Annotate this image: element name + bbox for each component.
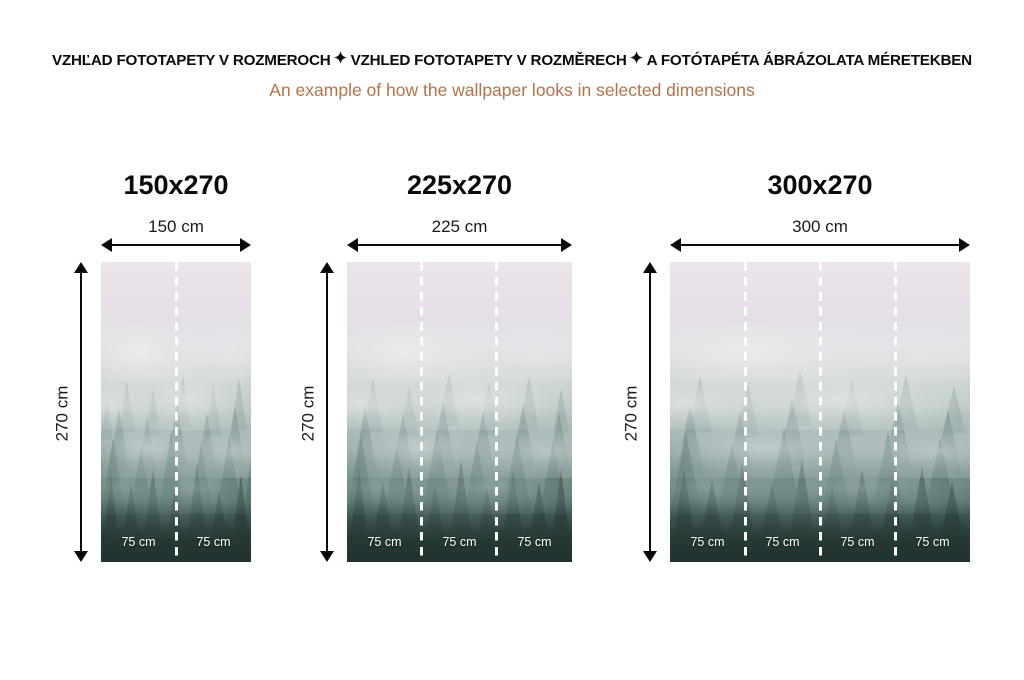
title-segment-hu: A FOTÓTAPÉTA ÁBRÁZOLATA MÉRETEKBEN — [646, 52, 973, 69]
page-subtitle: An example of how the wallpaper looks in… — [269, 80, 755, 100]
arrow-head-left-icon — [670, 238, 681, 252]
arrow-shaft — [649, 270, 651, 554]
title-segment-cz: VZHLED FOTOTAPETY V ROZMĚRECH — [350, 52, 627, 69]
arrow-shaft — [326, 270, 328, 554]
arrow-head-right-icon — [240, 238, 251, 252]
wallpaper-preview-300x270[interactable]: 75 cm 75 cm 75 cm 75 cm — [670, 262, 970, 562]
arrow-shaft — [355, 244, 564, 246]
arrow-shaft — [109, 244, 243, 246]
width-dimension-arrow-150 — [101, 238, 251, 252]
strip-label: 75 cm — [367, 534, 402, 549]
arrow-head-down-icon — [74, 551, 88, 562]
strip-label: 75 cm — [840, 534, 875, 549]
panel-title-300x270: 300x270 — [767, 170, 873, 200]
height-dimension-arrow-270-p3 — [643, 262, 657, 562]
panel-height-label-270-p3: 270 cm — [621, 385, 641, 442]
strip-label: 75 cm — [690, 534, 725, 549]
arrow-head-up-icon — [643, 262, 657, 273]
strip-seam-line — [174, 262, 178, 562]
arrow-head-up-icon — [320, 262, 334, 273]
strip-seam-line — [743, 262, 747, 562]
strip-label: 75 cm — [196, 534, 231, 549]
title-segment-sk: VZHĽAD FOTOTAPETY V ROZMEROCH — [52, 52, 331, 69]
width-dimension-arrow-225 — [347, 238, 572, 252]
panel-height-label-270-p2: 270 cm — [298, 385, 318, 442]
height-dimension-arrow-270-p1 — [74, 262, 88, 562]
panel-title-150x270: 150x270 — [123, 170, 229, 200]
strip-label: 75 cm — [915, 534, 950, 549]
arrow-head-right-icon — [959, 238, 970, 252]
four-pointed-star-icon — [331, 51, 351, 65]
strip-label: 75 cm — [517, 534, 552, 549]
strip-label: 75 cm — [442, 534, 477, 549]
panel-width-label-300: 300 cm — [792, 217, 848, 236]
width-dimension-arrow-300 — [670, 238, 970, 252]
arrow-head-left-icon — [101, 238, 112, 252]
arrow-head-right-icon — [561, 238, 572, 252]
wallpaper-preview-150x270[interactable]: 75 cm 75 cm — [101, 262, 251, 562]
four-pointed-star-icon-2 — [627, 51, 647, 65]
strip-seam-line — [495, 262, 499, 562]
wallpaper-preview-225x270[interactable]: 75 cm 75 cm 75 cm — [347, 262, 572, 562]
page-title: VZHĽAD FOTOTAPETY V ROZMEROCH VZHLED FOT… — [0, 51, 1024, 69]
strip-seam-line — [893, 262, 897, 562]
forest-scene — [347, 262, 572, 562]
strip-seam-line — [420, 262, 424, 562]
strip-seam-line — [818, 262, 822, 562]
arrow-shaft — [678, 244, 962, 246]
strip-label-row-p3: 75 cm 75 cm 75 cm 75 cm — [670, 534, 970, 549]
strip-label: 75 cm — [765, 534, 800, 549]
strip-label-row-p1: 75 cm 75 cm — [101, 534, 251, 549]
panel-title-225x270: 225x270 — [406, 170, 513, 200]
height-dimension-arrow-270-p2 — [320, 262, 334, 562]
strip-label: 75 cm — [121, 534, 156, 549]
arrow-shaft — [80, 270, 82, 554]
panel-height-label-270-p1: 270 cm — [52, 385, 72, 442]
panel-width-label-150: 150 cm — [148, 217, 204, 236]
strip-label-row-p2: 75 cm 75 cm 75 cm — [347, 534, 572, 549]
arrow-head-up-icon — [74, 262, 88, 273]
arrow-head-down-icon — [320, 551, 334, 562]
bottom-shade — [347, 502, 572, 562]
arrow-head-down-icon — [643, 551, 657, 562]
panel-width-label-225: 225 cm — [431, 217, 488, 236]
arrow-head-left-icon — [347, 238, 358, 252]
